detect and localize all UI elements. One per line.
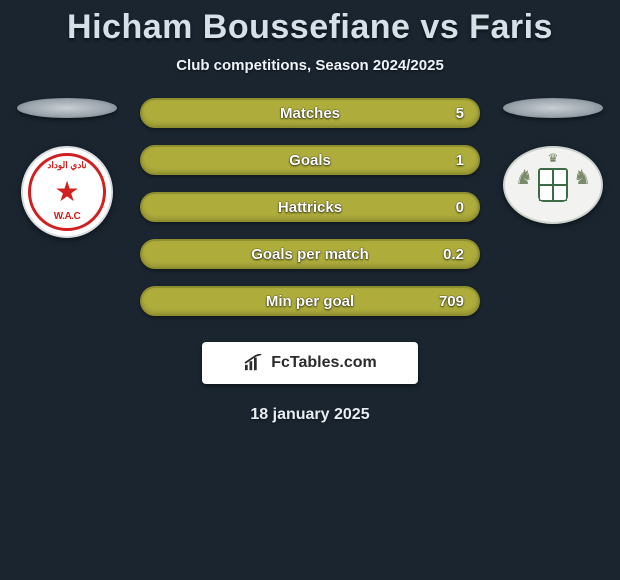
left-crest-ring: نادي الوداد ★ W.A.C [28, 153, 106, 231]
stat-bar-matches: Matches 5 [140, 98, 480, 128]
left-player-shadow [17, 98, 117, 118]
stat-label: Hattricks [278, 199, 342, 216]
chart-icon [243, 354, 265, 372]
horse-right-icon: ♞ [573, 165, 591, 190]
stat-bar-goals: Goals 1 [140, 145, 480, 175]
left-crest-top-text: نادي الوداد [31, 160, 103, 171]
right-club-crest: ♛ ♞ ♞ [503, 146, 603, 224]
stat-value: 1 [456, 152, 464, 169]
stat-value: 0.2 [443, 246, 464, 263]
brand-text: FcTables.com [271, 354, 377, 372]
stat-value: 0 [456, 199, 464, 216]
brand-prefix: Fc [271, 354, 290, 371]
stat-bar-hattricks: Hattricks 0 [140, 192, 480, 222]
page-title: Hicham Boussefiane vs Faris [0, 8, 620, 47]
horse-left-icon: ♞ [515, 165, 533, 190]
right-crest-inner: ♛ ♞ ♞ [513, 155, 593, 215]
snapshot-date: 18 january 2025 [0, 406, 620, 424]
right-player-shadow [503, 98, 603, 118]
left-club-crest: نادي الوداد ★ W.A.C [21, 146, 113, 238]
stat-value: 709 [439, 293, 464, 310]
shield-icon [538, 168, 568, 202]
stats-bars: Matches 5 Goals 1 Hattricks 0 Goals per … [140, 98, 480, 316]
source-badge: FcTables.com [202, 342, 418, 384]
stat-label: Min per goal [266, 293, 354, 310]
brand-suffix: .com [339, 354, 376, 371]
stat-label: Goals [289, 152, 331, 169]
brand-main: Tables [290, 354, 340, 371]
stat-label: Goals per match [251, 246, 369, 263]
star-icon: ★ [54, 178, 79, 206]
left-player-col: نادي الوداد ★ W.A.C [12, 98, 122, 238]
left-crest-bottom-text: W.A.C [54, 211, 80, 222]
stat-label: Matches [280, 105, 340, 122]
right-player-col: ♛ ♞ ♞ [498, 98, 608, 224]
comparison-row: نادي الوداد ★ W.A.C Matches 5 Goals 1 Ha… [0, 98, 620, 316]
crown-icon: ♛ [548, 151, 559, 165]
comparison-card: Hicham Boussefiane vs Faris Club competi… [0, 0, 620, 424]
stat-bar-min-per-goal: Min per goal 709 [140, 286, 480, 316]
stat-value: 5 [456, 105, 464, 122]
page-subtitle: Club competitions, Season 2024/2025 [0, 57, 620, 74]
stat-bar-goals-per-match: Goals per match 0.2 [140, 239, 480, 269]
